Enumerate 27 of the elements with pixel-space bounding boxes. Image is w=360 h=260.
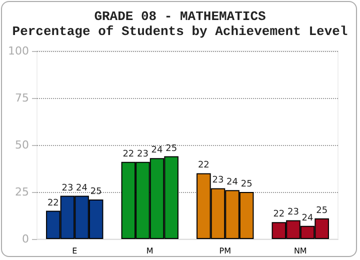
text: 22: [122, 149, 134, 160]
series-label: 23: [62, 183, 74, 194]
text: 23: [288, 208, 299, 218]
x-tick-label: PM: [219, 246, 232, 256]
x-tick-label: E: [72, 246, 78, 256]
x-tick-label: NM: [294, 246, 307, 256]
series-label: 22: [47, 198, 59, 208]
text: 23: [137, 149, 148, 160]
text: 25: [240, 180, 252, 190]
chart-title: GRADE 08 - MATHEMATICS: [94, 9, 266, 24]
y-tick-label: 50: [15, 138, 29, 152]
text: 24: [226, 178, 238, 188]
series-label: 24: [76, 183, 88, 194]
text: 22: [273, 210, 285, 220]
x-tick-label: M: [146, 246, 154, 256]
text: 24: [302, 213, 314, 224]
y-tick-label: 75: [15, 92, 29, 104]
y-tick-label: 0: [22, 232, 29, 246]
chart-subtitle: Percentage of Students by Achievement Level: [12, 24, 348, 39]
text: 24: [151, 146, 163, 156]
y-tick-label: 25: [15, 186, 29, 198]
text: 25: [166, 144, 178, 154]
series-label: 25: [90, 187, 102, 198]
y-tick-label: 100: [8, 44, 29, 58]
text: 23: [212, 176, 224, 186]
text: 22: [198, 160, 210, 171]
text: 25: [316, 206, 328, 216]
